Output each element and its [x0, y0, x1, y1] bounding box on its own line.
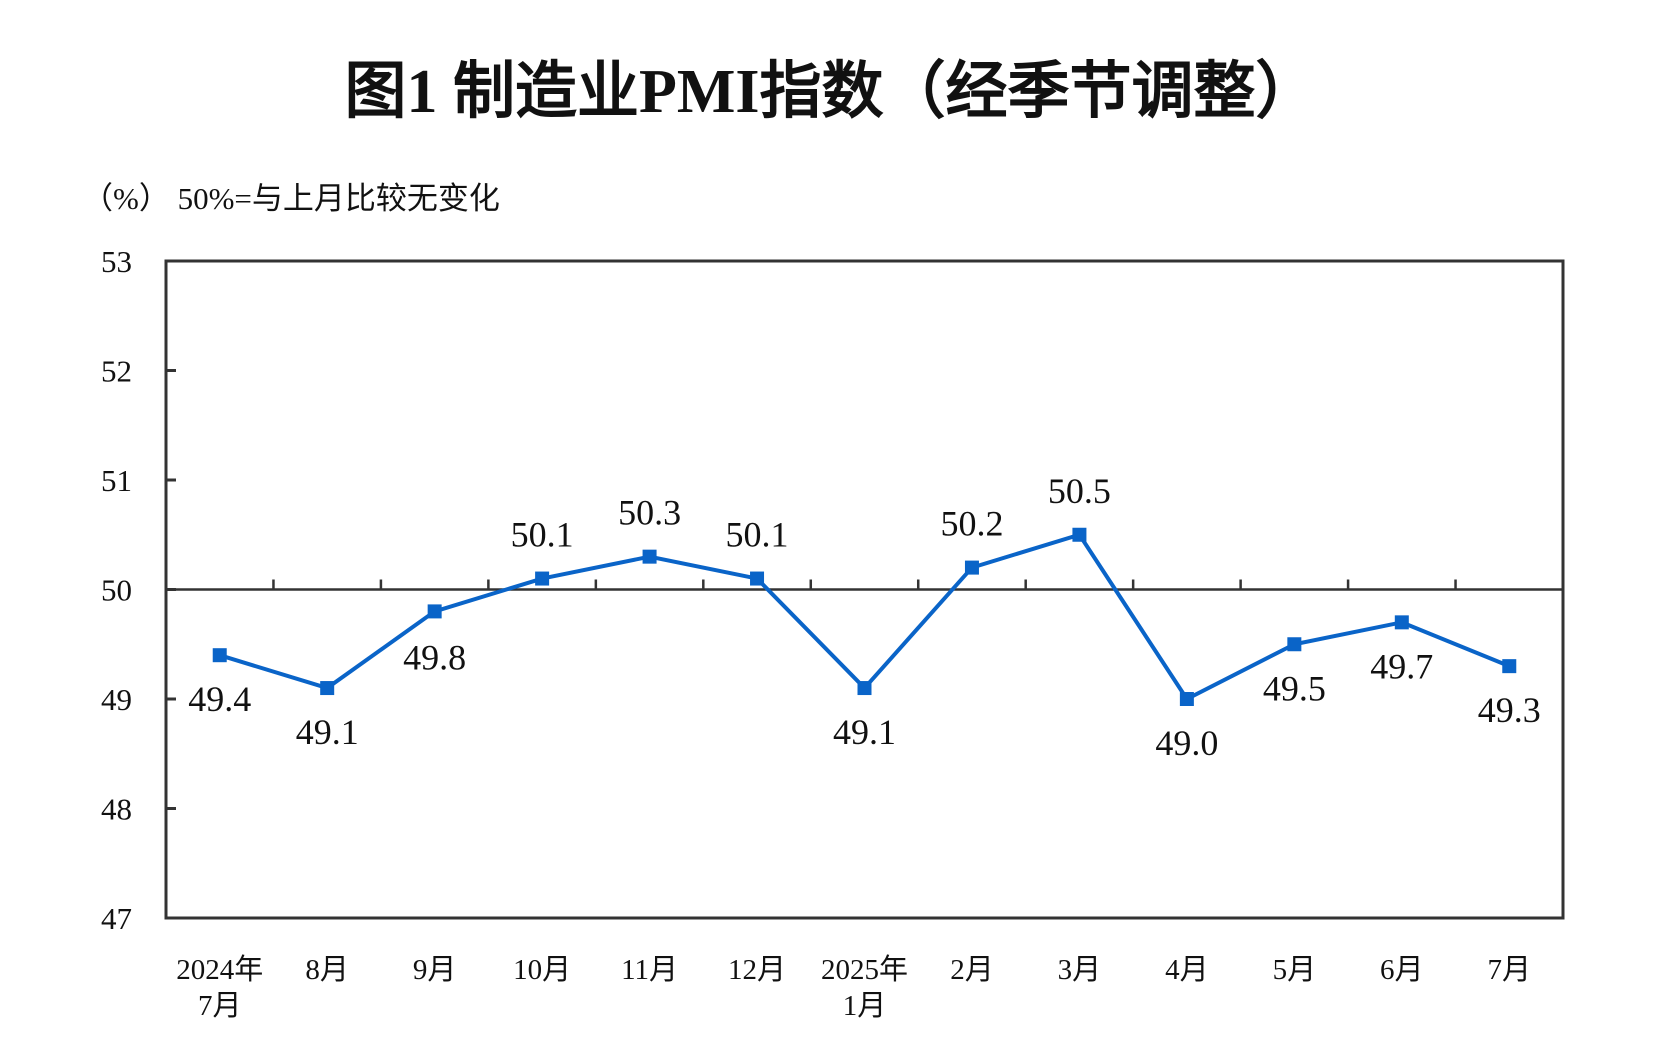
x-tick-label: 3月 — [1058, 954, 1102, 986]
y-tick-label: 48 — [101, 792, 132, 827]
data-label: 49.1 — [296, 712, 359, 752]
data-label: 50.1 — [511, 515, 574, 555]
data-point-marker — [857, 681, 872, 696]
data-point-marker — [1179, 692, 1194, 706]
x-tick-label: 5月 — [1273, 954, 1317, 986]
x-tick-label: 6月 — [1380, 954, 1424, 986]
data-point-marker — [1394, 615, 1409, 630]
data-label: 49.8 — [403, 637, 466, 677]
y-tick-label: 47 — [101, 901, 132, 936]
data-point-marker — [1502, 659, 1517, 674]
data-label: 50.2 — [940, 504, 1003, 544]
x-tick-label: 1月 — [843, 990, 887, 1022]
data-label: 50.3 — [618, 493, 681, 533]
data-point-marker — [320, 681, 335, 696]
y-tick-label: 50 — [101, 573, 132, 608]
chart-title: 图1 制造业PMI指数（经季节调整） — [344, 56, 1317, 126]
x-tick-label: 8月 — [305, 954, 349, 986]
x-tick-label: 2025年 — [821, 953, 908, 986]
data-point-marker — [1072, 527, 1087, 542]
x-tick-label: 4月 — [1165, 954, 1209, 986]
data-label: 49.5 — [1263, 668, 1326, 708]
data-point-marker — [642, 549, 657, 564]
data-label: 49.3 — [1478, 690, 1541, 730]
data-point-marker — [535, 571, 550, 586]
data-point-marker — [427, 604, 442, 619]
data-label: 50.5 — [1048, 471, 1111, 511]
y-axis-unit-label: （%） 50%=与上月比较无变化 — [82, 181, 500, 216]
y-tick-label: 49 — [101, 682, 132, 717]
x-tick-label: 10月 — [513, 954, 571, 986]
x-tick-label: 2024年 — [176, 953, 263, 986]
data-label: 49.4 — [188, 679, 251, 719]
y-tick-label: 52 — [101, 354, 132, 389]
data-label: 49.7 — [1370, 646, 1433, 686]
data-label: 49.0 — [1155, 723, 1218, 763]
x-tick-label: 12月 — [728, 954, 786, 986]
data-point-marker — [1287, 637, 1302, 652]
x-tick-label: 7月 — [1488, 954, 1532, 986]
data-point-marker — [212, 648, 227, 663]
data-point-marker — [750, 571, 765, 586]
data-label: 50.1 — [726, 515, 789, 555]
data-label: 49.1 — [833, 712, 896, 752]
data-point-marker — [964, 560, 979, 575]
x-tick-label: 2月 — [950, 954, 994, 986]
x-tick-label: 11月 — [621, 954, 678, 986]
x-tick-label: 9月 — [413, 954, 457, 986]
y-tick-label: 53 — [101, 244, 132, 279]
y-tick-label: 51 — [101, 463, 132, 498]
x-tick-label: 7月 — [198, 990, 242, 1022]
